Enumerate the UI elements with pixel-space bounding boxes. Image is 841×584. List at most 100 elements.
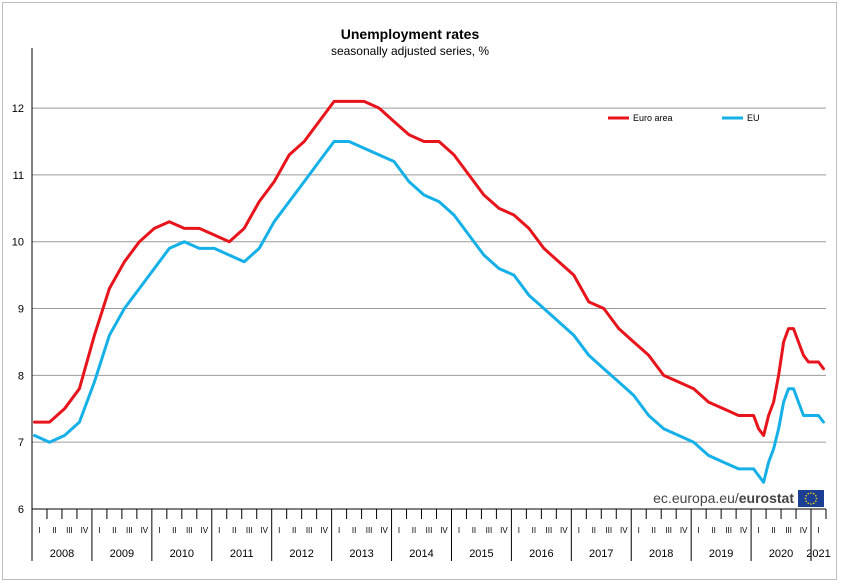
quarter-label: IV — [201, 526, 209, 535]
quarter-label: I — [638, 526, 640, 535]
quarter-label: I — [98, 526, 100, 535]
quarter-label: II — [472, 526, 476, 535]
flag-star — [814, 494, 817, 497]
quarter-label: I — [698, 526, 700, 535]
chart-subtitle: seasonally adjusted series, % — [331, 44, 489, 58]
flag-star — [807, 492, 810, 495]
quarter-label: I — [278, 526, 280, 535]
eurostat-branding: ec.europa.eu/eurostat — [653, 490, 824, 507]
quarter-label: II — [412, 526, 416, 535]
flag-star — [805, 494, 808, 497]
quarter-label: I — [757, 526, 759, 535]
series-line-0 — [33, 99, 825, 437]
quarter-label: II — [292, 526, 296, 535]
quarter-label: II — [771, 526, 775, 535]
quarter-label: IV — [800, 526, 808, 535]
legend-label-0: Euro area — [633, 113, 673, 123]
year-label-2017: 2017 — [589, 548, 613, 560]
quarter-label: IV — [620, 526, 628, 535]
quarter-label: IV — [740, 526, 748, 535]
quarter-label: III — [665, 526, 672, 535]
quarter-label: II — [711, 526, 715, 535]
quarter-label: II — [172, 526, 176, 535]
y-tick-label-10: 10 — [12, 237, 24, 249]
flag-star — [812, 502, 815, 505]
quarter-label: III — [605, 526, 612, 535]
series-line-1 — [33, 140, 825, 484]
eurostat-url: ec.europa.eu/eurostat — [653, 490, 794, 506]
series-lines — [33, 99, 825, 484]
year-label-2010: 2010 — [170, 548, 194, 560]
quarter-label: IV — [560, 526, 568, 535]
quarter-label: II — [352, 526, 356, 535]
year-label-2011: 2011 — [230, 548, 254, 560]
quarter-label: IV — [141, 526, 149, 535]
quarter-label: I — [338, 526, 340, 535]
quarter-label: II — [112, 526, 116, 535]
year-label-2013: 2013 — [349, 548, 373, 560]
quarter-label: I — [578, 526, 580, 535]
y-tick-label-9: 9 — [18, 304, 24, 316]
quarter-label: III — [246, 526, 253, 535]
quarter-label: IV — [380, 526, 388, 535]
x-axis: I II III IV I II III IV I II III IV I II III IV I II III IV… — [31, 508, 831, 561]
year-label-2019: 2019 — [709, 548, 733, 560]
quarter-label: I — [38, 526, 40, 535]
quarter-label: III — [186, 526, 193, 535]
quarter-label: III — [66, 526, 73, 535]
quarter-label: IV — [440, 526, 448, 535]
legend: Euro area EU — [608, 113, 760, 123]
legend-label-1: EU — [747, 113, 760, 123]
quarter-label: IV — [680, 526, 688, 535]
y-tick-label-6: 6 — [18, 504, 24, 516]
flag-star — [804, 497, 807, 500]
quarter-label: II — [232, 526, 236, 535]
quarter-label: I — [518, 526, 520, 535]
flag-star — [815, 497, 818, 500]
chart-title: Unemployment rates — [341, 26, 480, 42]
quarter-label: III — [306, 526, 313, 535]
year-label-2014: 2014 — [409, 548, 433, 560]
quarter-label: IV — [260, 526, 268, 535]
quarter-label: III — [426, 526, 433, 535]
eu-flag-icon — [798, 490, 824, 507]
year-label-2021: 2021 — [806, 548, 830, 560]
flag-star — [812, 492, 815, 495]
y-tick-label-11: 11 — [13, 170, 24, 182]
year-label-2015: 2015 — [469, 548, 493, 560]
year-label-2008: 2008 — [50, 548, 74, 560]
year-label-2016: 2016 — [529, 548, 553, 560]
quarter-label: I — [158, 526, 160, 535]
flag-star — [814, 500, 817, 503]
quarter-label: III — [725, 526, 732, 535]
quarter-label: I — [218, 526, 220, 535]
quarter-label: I — [817, 526, 819, 535]
eurostat-url-regular: ec.europa.eu/ — [653, 490, 739, 506]
flag-star — [810, 503, 812, 505]
quarter-label: III — [126, 526, 133, 535]
quarter-label: I — [458, 526, 460, 535]
eurostat-url-bold: eurostat — [739, 490, 795, 506]
y-axis-ticks: 6 7 8 9 10 11 12 — [12, 48, 33, 516]
y-tick-label-8: 8 — [18, 370, 24, 382]
quarter-label: III — [785, 526, 792, 535]
quarter-label: II — [532, 526, 536, 535]
quarter-label: I — [398, 526, 400, 535]
flag-star — [807, 502, 810, 505]
quarter-label: II — [651, 526, 655, 535]
quarter-label: III — [486, 526, 493, 535]
year-label-2018: 2018 — [649, 548, 673, 560]
year-label-2020: 2020 — [769, 548, 793, 560]
quarter-label: III — [546, 526, 553, 535]
quarter-label: II — [592, 526, 596, 535]
quarter-label: IV — [500, 526, 508, 535]
year-label-2009: 2009 — [110, 548, 134, 560]
quarter-label: IV — [81, 526, 89, 535]
quarter-label: III — [366, 526, 373, 535]
year-label-2012: 2012 — [289, 548, 313, 560]
y-tick-label-12: 12 — [12, 103, 24, 115]
quarter-label: IV — [320, 526, 328, 535]
flag-star — [805, 500, 808, 503]
